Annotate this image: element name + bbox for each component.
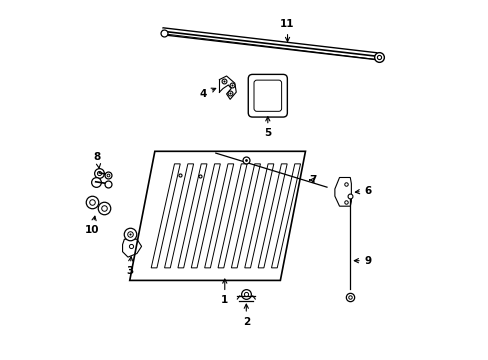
Text: 11: 11 <box>280 19 294 41</box>
Text: 9: 9 <box>354 256 371 266</box>
Text: 5: 5 <box>264 117 271 138</box>
Text: 7: 7 <box>308 175 316 185</box>
Text: 1: 1 <box>221 279 228 305</box>
Text: 8: 8 <box>94 152 101 168</box>
Text: 6: 6 <box>355 186 371 196</box>
Text: 3: 3 <box>126 257 133 276</box>
Text: 2: 2 <box>242 304 249 327</box>
Text: 4: 4 <box>199 88 215 99</box>
Text: 10: 10 <box>84 216 99 235</box>
